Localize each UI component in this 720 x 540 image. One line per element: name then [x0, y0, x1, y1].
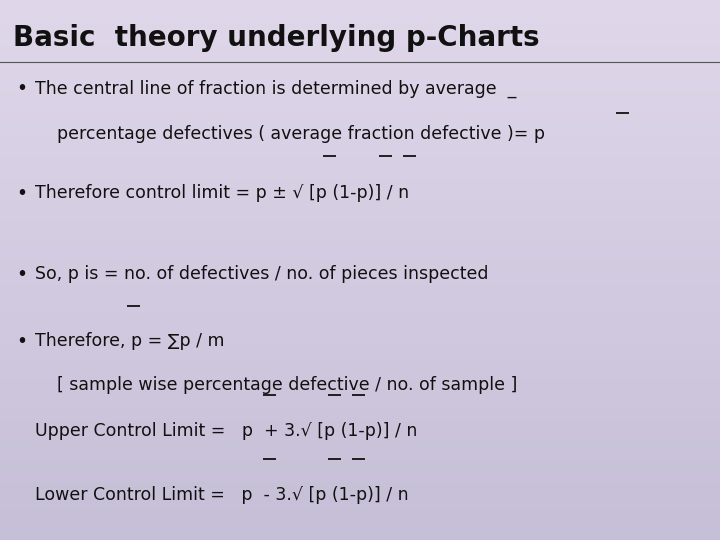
Text: •: • [16, 184, 27, 202]
Text: percentage defectives ( average fraction defective )= p: percentage defectives ( average fraction… [35, 125, 544, 143]
Text: Lower Control Limit =   p  - 3.√ [p (1-p)] / n: Lower Control Limit = p - 3.√ [p (1-p)] … [35, 486, 408, 504]
Text: Basic  theory underlying p-Charts: Basic theory underlying p-Charts [13, 24, 539, 52]
Text: The central line of fraction is determined by average  _: The central line of fraction is determin… [35, 79, 516, 98]
Text: So, p is = no. of defectives / no. of pieces inspected: So, p is = no. of defectives / no. of pi… [35, 265, 488, 282]
Text: •: • [16, 265, 27, 284]
Text: [ sample wise percentage defective / no. of sample ]: [ sample wise percentage defective / no.… [35, 376, 517, 394]
Text: •: • [16, 79, 27, 98]
Text: •: • [16, 332, 27, 351]
Text: Upper Control Limit =   p  + 3.√ [p (1-p)] / n: Upper Control Limit = p + 3.√ [p (1-p)] … [35, 422, 417, 440]
Text: Therefore control limit = p ± √ [p (1-p)] / n: Therefore control limit = p ± √ [p (1-p)… [35, 184, 409, 201]
Text: Therefore, p = ∑p / m: Therefore, p = ∑p / m [35, 332, 224, 350]
